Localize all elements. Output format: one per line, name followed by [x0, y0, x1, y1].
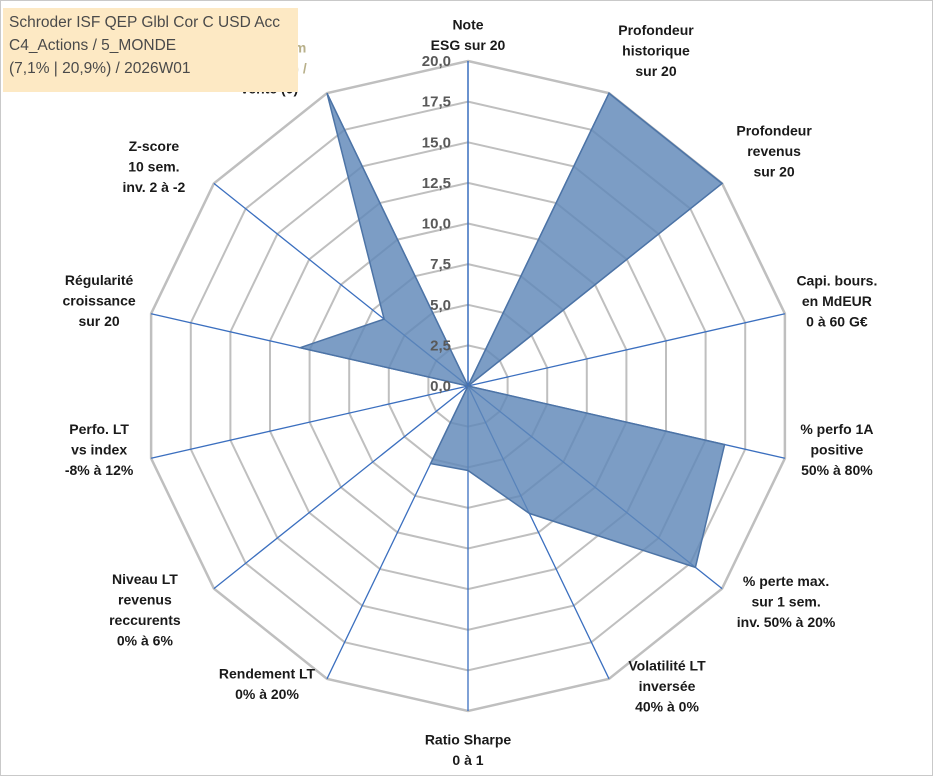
axis-label: % perte max. sur 1 sem. inv. 50% à 20%	[737, 573, 836, 630]
axis-label-line: 40% à 0%	[635, 698, 699, 714]
axis-label-line: 0% à 6%	[117, 633, 174, 649]
axis-label: Z-score 10 sem. inv. 2 à -2	[123, 138, 186, 195]
axis-label-line: -8% à 12%	[65, 462, 134, 478]
axis-label-line: Capi. bours.	[796, 273, 877, 289]
axis-label-line: revenus	[747, 143, 801, 159]
axis-label-line: vs index	[71, 441, 127, 457]
axis-spoke	[467, 313, 786, 387]
axis-label: Volatilité LT inversée 40% à 0%	[628, 657, 706, 714]
axis-label: Rendement LT 0% à 20%	[219, 665, 316, 702]
axis-label-line: sur 1 sem.	[751, 594, 820, 610]
axis-label-line: sur 20	[635, 63, 676, 79]
tick-label: 0,0	[430, 378, 451, 395]
tick-label: 20,0	[422, 53, 451, 70]
axis-label: Niveau LT revenus reccurents 0% à 6%	[109, 571, 181, 649]
axis-label-line: Ratio Sharpe	[425, 732, 512, 748]
axis-label: Régularité croissance sur 20	[63, 272, 136, 329]
fund-stats-line: (7,1% | 20,9%) / 2026W01	[9, 60, 191, 77]
tick-label: 12,5	[422, 175, 451, 192]
axis-label-line: historique	[622, 43, 690, 59]
tick-label: 2,5	[430, 337, 451, 354]
axis-spoke	[150, 385, 469, 459]
fund-category-line: C4_Actions / 5_MONDE	[9, 37, 177, 54]
radar-series	[297, 61, 726, 569]
axis-label-line: inversée	[639, 678, 696, 694]
axis-label-line: Niveau LT	[112, 571, 178, 587]
axis-label-line: revenus	[118, 592, 172, 608]
axis-label-line: reccurents	[109, 612, 181, 628]
axis-label-line: Profondeur	[618, 22, 694, 38]
axis-label-line: croissance	[63, 293, 136, 309]
axis-label-line: Profondeur	[736, 122, 812, 138]
axis-label: Profondeur historique sur 20	[618, 22, 694, 79]
axis-label: Capi. bours. en MdEUR 0 à 60 G€	[796, 273, 877, 330]
axis-label-line: Régularité	[65, 272, 134, 288]
axis-label: Profondeur revenus sur 20	[736, 122, 812, 179]
tick-label: 5,0	[430, 297, 451, 314]
axis-labels: Note ESG sur 20 Profondeur historique sur 20…	[63, 17, 878, 769]
fund-title-box: Schroder ISF QEP Glbl Cor C USD Acc C4_A…	[3, 8, 298, 92]
tick-label: 15,0	[422, 134, 451, 151]
axis-label-line: positive	[810, 441, 863, 457]
tick-label: 7,5	[430, 256, 451, 273]
axis-label: Note ESG sur 20	[431, 17, 506, 54]
axis-label-line: % perfo 1A	[800, 421, 873, 437]
tick-label: 17,5	[422, 94, 451, 111]
axis-label-line: 0 à 60 G€	[806, 314, 868, 330]
axis-label-line: Z-score	[129, 138, 180, 154]
tick-label: 10,0	[422, 216, 451, 233]
axis-label-line: ESG sur 20	[431, 37, 506, 53]
axis-spoke	[213, 385, 469, 590]
axis-label-line: Rendement LT	[219, 665, 316, 681]
radial-tick-labels: 0,0 2,5 5,0 7,5 10,0 12,5 15,0 17,5 20,0	[422, 53, 451, 395]
series-area	[297, 92, 726, 569]
axis-label: Ratio Sharpe 0 à 1	[425, 732, 512, 769]
axis-label-line: Note	[452, 17, 483, 33]
axis-label-line: 10 sem.	[128, 158, 179, 174]
axis-label-line: % perte max.	[743, 573, 829, 589]
axis-label-line: inv. 2 à -2	[123, 179, 186, 195]
axis-label-line: 50% à 80%	[801, 462, 873, 478]
axis-label: % perfo 1A positive 50% à 80%	[800, 421, 873, 478]
fund-title-line: Schroder ISF QEP Glbl Cor C USD Acc	[9, 14, 281, 31]
axis-label: Perfo. LT vs index -8% à 12%	[65, 421, 134, 478]
axis-label-line: sur 20	[753, 163, 794, 179]
axis-label-line: sur 20	[78, 313, 119, 329]
axis-label-line: en MdEUR	[802, 293, 872, 309]
axis-label-line: Volatilité LT	[628, 657, 706, 673]
axis-label-line: inv. 50% à 20%	[737, 614, 836, 630]
axis-label-line: 0% à 20%	[235, 686, 299, 702]
axis-label-line: 0 à 1	[452, 752, 483, 768]
axis-label-line: Perfo. LT	[69, 421, 129, 437]
